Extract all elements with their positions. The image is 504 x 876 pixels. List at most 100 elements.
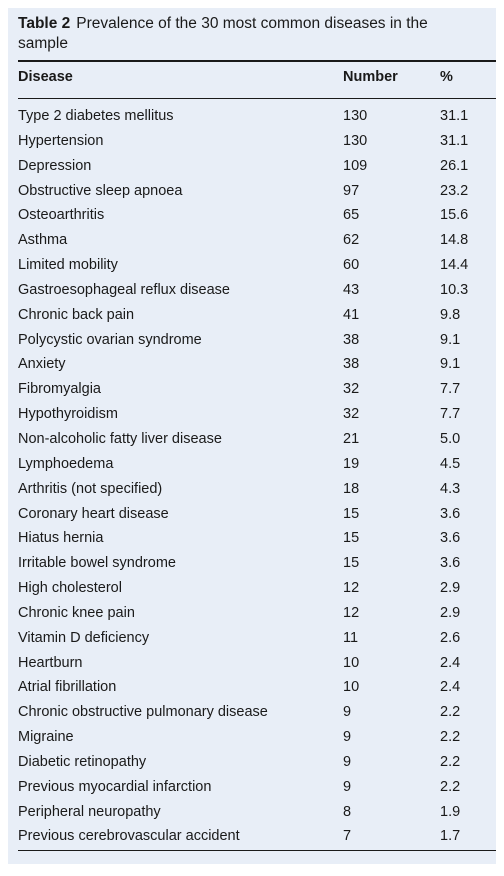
table-row: Irritable bowel syndrome 15 3.6 bbox=[8, 549, 496, 574]
cell-number: 10 bbox=[343, 654, 360, 671]
cell-percent: 4.3 bbox=[440, 480, 461, 497]
cell-disease: Anxiety bbox=[18, 356, 66, 373]
table-row: Gastroesophageal reflux disease 43 10.3 bbox=[8, 276, 496, 301]
cell-disease: Hiatus hernia bbox=[18, 530, 104, 547]
cell-disease: Limited mobility bbox=[18, 257, 118, 274]
top-rule bbox=[18, 60, 496, 62]
table-body: Type 2 diabetes mellitus 130 31.1 Hypertens… bbox=[8, 102, 496, 847]
cell-percent: 14.8 bbox=[440, 232, 469, 249]
cell-disease: Osteoarthritis bbox=[18, 207, 105, 224]
cell-percent: 3.6 bbox=[440, 555, 461, 572]
table-row: Chronic knee pain 12 2.9 bbox=[8, 599, 496, 624]
cell-percent: 15.6 bbox=[440, 207, 469, 224]
cell-number: 9 bbox=[343, 753, 352, 770]
column-header-number: Number bbox=[343, 69, 398, 85]
table-label: Table 2 bbox=[18, 15, 71, 32]
table-row: Vitamin D deficiency 11 2.6 bbox=[8, 624, 496, 649]
cell-percent: 2.2 bbox=[440, 778, 461, 795]
cell-percent: 2.9 bbox=[440, 580, 461, 597]
cell-percent: 2.6 bbox=[440, 629, 461, 646]
table-row: Depression 109 26.1 bbox=[8, 152, 496, 177]
cell-number: 11 bbox=[343, 629, 359, 646]
cell-percent: 31.1 bbox=[440, 108, 469, 124]
cell-disease: Previous myocardial infarction bbox=[18, 778, 212, 795]
table-row: Chronic obstructive pulmonary disease 9 2.… bbox=[8, 698, 496, 723]
cell-number: 130 bbox=[343, 108, 368, 124]
table-row: Diabetic retinopathy 9 2.2 bbox=[8, 748, 496, 773]
table-row: Anxiety 38 9.1 bbox=[8, 350, 496, 375]
cell-percent: 5.0 bbox=[440, 430, 461, 447]
cell-number: 65 bbox=[343, 207, 360, 224]
cell-number: 15 bbox=[343, 555, 360, 572]
cell-percent: 10.3 bbox=[440, 281, 469, 298]
table-title: Prevalence of the 30 most common disease… bbox=[18, 15, 428, 52]
header-rule bbox=[18, 98, 496, 99]
cell-percent: 3.6 bbox=[440, 530, 461, 547]
cell-number: 38 bbox=[343, 356, 360, 373]
cell-number: 9 bbox=[343, 778, 352, 795]
table-row: Polycystic ovarian syndrome 38 9.1 bbox=[8, 326, 496, 351]
column-header-percent: % bbox=[440, 69, 453, 85]
cell-percent: 7.7 bbox=[440, 381, 461, 398]
cell-disease: Lymphoedema bbox=[18, 455, 114, 472]
cell-disease: Asthma bbox=[18, 232, 68, 249]
cell-number: 41 bbox=[343, 306, 360, 323]
table-row: Peripheral neuropathy 8 1.9 bbox=[8, 798, 496, 823]
cell-number: 21 bbox=[343, 430, 360, 447]
cell-number: 109 bbox=[343, 157, 368, 174]
cell-disease: Fibromyalgia bbox=[18, 381, 101, 398]
table-row: Lymphoedema 19 4.5 bbox=[8, 450, 496, 475]
cell-disease: Coronary heart disease bbox=[18, 505, 169, 522]
table-row: Previous cerebrovascular accident 7 1.7 bbox=[8, 822, 496, 847]
cell-disease: Vitamin D deficiency bbox=[18, 629, 150, 646]
cell-number: 60 bbox=[343, 257, 360, 274]
cell-number: 8 bbox=[343, 803, 352, 820]
cell-number: 12 bbox=[343, 604, 360, 621]
cell-number: 9 bbox=[343, 729, 352, 746]
cell-disease: Migraine bbox=[18, 729, 74, 746]
table-row: Previous myocardial infarction 9 2.2 bbox=[8, 773, 496, 798]
cell-disease: Atrial fibrillation bbox=[18, 679, 117, 696]
cell-disease: Obstructive sleep apnoea bbox=[18, 182, 183, 199]
cell-number: 15 bbox=[343, 530, 360, 547]
cell-percent: 31.1 bbox=[440, 132, 469, 149]
table-row: Heartburn 10 2.4 bbox=[8, 649, 496, 674]
cell-percent: 9.1 bbox=[440, 356, 461, 373]
table-row: Type 2 diabetes mellitus 130 31.1 bbox=[8, 102, 496, 127]
cell-disease: Chronic obstructive pulmonary disease bbox=[18, 704, 268, 721]
cell-disease: Heartburn bbox=[18, 654, 83, 671]
cell-number: 43 bbox=[343, 281, 360, 298]
cell-percent: 9.8 bbox=[440, 306, 461, 323]
cell-number: 15 bbox=[343, 505, 360, 522]
cell-disease: Hypothyroidism bbox=[18, 406, 118, 423]
bottom-rule bbox=[18, 850, 496, 851]
cell-disease: Peripheral neuropathy bbox=[18, 803, 161, 820]
cell-percent: 14.4 bbox=[440, 257, 469, 274]
cell-percent: 2.2 bbox=[440, 729, 461, 746]
cell-disease: Diabetic retinopathy bbox=[18, 753, 147, 770]
table-row: Non-alcoholic fatty liver disease 21 5.0 bbox=[8, 425, 496, 450]
cell-disease: Depression bbox=[18, 157, 92, 174]
cell-number: 19 bbox=[343, 455, 360, 472]
cell-number: 97 bbox=[343, 182, 360, 199]
table-row: Atrial fibrillation 10 2.4 bbox=[8, 673, 496, 698]
table-row: Coronary heart disease 15 3.6 bbox=[8, 500, 496, 525]
cell-percent: 2.2 bbox=[440, 753, 461, 770]
table-row: Chronic back pain 41 9.8 bbox=[8, 301, 496, 326]
table-row: Limited mobility 60 14.4 bbox=[8, 251, 496, 276]
cell-disease: Arthritis (not specified) bbox=[18, 480, 163, 497]
cell-number: 18 bbox=[343, 480, 360, 497]
cell-disease: Chronic back pain bbox=[18, 306, 135, 323]
cell-number: 9 bbox=[343, 704, 352, 721]
cell-percent: 1.9 bbox=[440, 803, 461, 820]
cell-disease: Chronic knee pain bbox=[18, 604, 135, 621]
cell-disease: Non-alcoholic fatty liver disease bbox=[18, 430, 222, 447]
table-row: Hypertension 130 31.1 bbox=[8, 127, 496, 152]
column-header-disease: Disease bbox=[18, 69, 73, 85]
table-row: Fibromyalgia 32 7.7 bbox=[8, 375, 496, 400]
table-caption: Table 2 Prevalence of the 30 most common … bbox=[18, 14, 478, 54]
table-row: Obstructive sleep apnoea 97 23.2 bbox=[8, 177, 496, 202]
cell-number: 12 bbox=[343, 580, 360, 597]
cell-disease: Polycystic ovarian syndrome bbox=[18, 331, 202, 348]
cell-number: 32 bbox=[343, 381, 360, 398]
